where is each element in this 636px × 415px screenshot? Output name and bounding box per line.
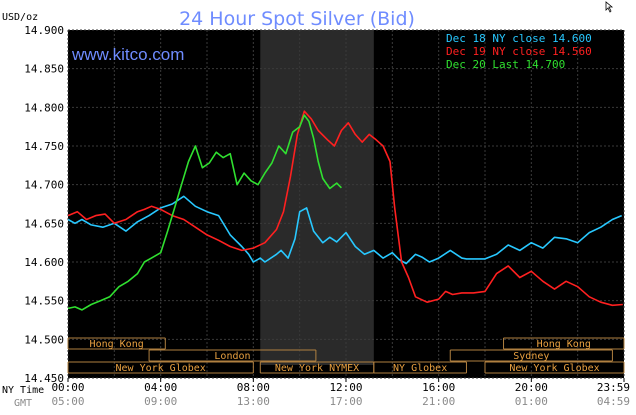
series-line-1 [67, 110, 623, 307]
market-label: Hong Kong [90, 339, 144, 350]
legend: Dec 18 NY close 14.600 Dec 19 NY close 1… [446, 32, 592, 71]
y-tick-label: 14.850 [24, 63, 64, 76]
x-tick-label-ny: 20:00 [515, 381, 548, 394]
series-line-2 [67, 114, 342, 311]
market-label: New York Globex [116, 363, 206, 374]
legend-dec18: Dec 18 NY close 14.600 [446, 32, 592, 45]
ny-time-label: NY Time [2, 385, 44, 396]
legend-dec20: Dec 20 Last 14.700 [446, 58, 565, 71]
x-tick-label-gmt: 09:00 [144, 395, 177, 408]
market-label: New York Globex [509, 363, 599, 374]
y-tick-label: 14.750 [24, 140, 64, 153]
x-tick-label-ny: 04:00 [144, 381, 177, 394]
cursor-arrow-icon [605, 1, 614, 13]
x-tick-label-gmt: 13:00 [237, 395, 270, 408]
series-lines [67, 110, 623, 311]
y-tick-label: 14.800 [24, 101, 64, 114]
series-line-0 [67, 195, 623, 265]
gmt-label: GMT [14, 398, 32, 409]
x-tick-label-gmt: 04:59 [597, 395, 630, 408]
chart-title: 24 Hour Spot Silver (Bid) [179, 8, 415, 30]
legend-dec19: Dec 19 NY close 14.560 [446, 45, 592, 58]
y-tick-label: 14.600 [24, 256, 64, 269]
y-tick-label: 14.550 [24, 295, 64, 308]
x-tick-label-gmt: 01:00 [515, 395, 548, 408]
nymex-session-shading [260, 30, 374, 365]
y-tick-label: 14.500 [24, 333, 64, 346]
y-tick-labels: 14.900 14.850 14.800 14.750 14.700 14.650 14.6… [24, 24, 64, 385]
site-watermark: www.kitco.com [71, 45, 184, 64]
market-label: London [214, 351, 250, 362]
x-tick-label-ny: 16:00 [422, 381, 455, 394]
unit-label: USD/oz [2, 12, 38, 23]
x-tick-label-ny: 12:00 [329, 381, 362, 394]
market-label: Sydney [513, 351, 549, 362]
y-tick-label: 14.900 [24, 24, 64, 37]
x-tick-label-gmt: 05:00 [51, 395, 84, 408]
x-tick-label-ny: 08:00 [237, 381, 270, 394]
market-label: Hong Kong [537, 339, 591, 350]
market-label: NY Globex [393, 363, 447, 374]
y-tick-label: 14.450 [24, 372, 64, 385]
y-tick-label: 14.700 [24, 179, 64, 192]
timestamp: December 20, 2018 11:31 [452, 18, 604, 31]
y-tick-label: 14.650 [24, 217, 64, 230]
market-label: New York NYMEX [275, 363, 359, 374]
x-tick-label-gmt: 21:00 [422, 395, 455, 408]
x-tick-label-ny: 23:59 [597, 381, 630, 394]
x-tick-label-gmt: 17:00 [329, 395, 362, 408]
x-tick-label-ny: 00:00 [51, 381, 84, 394]
